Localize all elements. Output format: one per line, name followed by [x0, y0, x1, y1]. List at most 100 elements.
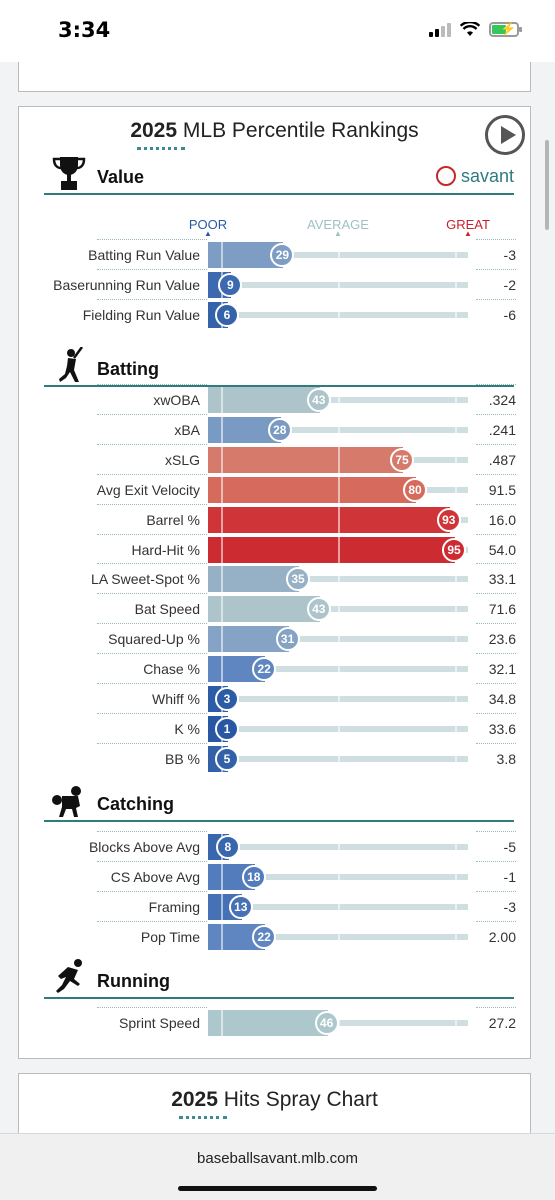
metric-row[interactable]: CS Above Avg 18 -1	[19, 860, 532, 890]
scale-gridline	[455, 863, 457, 890]
battery-charging-icon: ⚡	[489, 21, 522, 37]
metric-row[interactable]: Whiff % 3 34.8	[19, 683, 532, 712]
section-header-batting: Batting	[44, 346, 514, 387]
metric-row[interactable]: xwOBA 43 .324	[19, 384, 532, 413]
scale-arrow-great-icon: ▲	[464, 229, 472, 238]
scale-gridline	[221, 1010, 223, 1036]
percentile-badge: 95	[442, 537, 466, 562]
metric-row[interactable]: Barrel % 93 16.0	[19, 503, 532, 533]
savant-logo-text: savant	[460, 166, 514, 186]
scale-gridline	[455, 626, 457, 653]
percentile-bar	[208, 1010, 328, 1036]
metric-row[interactable]: xBA 28 .241	[19, 413, 532, 443]
metric-value: 32.1	[488, 661, 516, 678]
metric-row[interactable]: Pop Time 22 2.00	[19, 920, 532, 950]
metric-label: xwOBA	[153, 392, 200, 408]
row-divider	[97, 890, 207, 892]
batter-icon	[52, 346, 86, 383]
metric-label: Bat Speed	[134, 601, 200, 618]
metric-row[interactable]: Chase % 22 32.1	[19, 653, 532, 683]
row-divider	[97, 1007, 207, 1008]
title-underline	[137, 147, 185, 150]
metric-row[interactable]: K % 1 33.6	[19, 712, 532, 742]
scale-label-average: AVERAGE	[307, 217, 369, 232]
metric-label: Baserunning Run Value	[53, 276, 200, 293]
row-divider	[97, 503, 207, 505]
metric-value: 3.8	[496, 750, 516, 767]
scale-gridline	[221, 893, 223, 920]
value-divider	[476, 384, 516, 385]
metric-value: 2.00	[488, 928, 516, 945]
value-divider	[476, 860, 516, 862]
metric-row[interactable]: Avg Exit Velocity 80 91.5	[19, 473, 532, 503]
row-divider	[97, 683, 207, 684]
metric-value: 33.1	[488, 571, 516, 588]
metric-row[interactable]: BB % 5 3.8	[19, 742, 532, 772]
percentile-badge: 80	[403, 477, 427, 502]
percentile-badge: 6	[215, 302, 239, 327]
metric-row[interactable]: xSLG 75 .487	[19, 443, 532, 473]
metric-label: Chase %	[143, 661, 200, 678]
metric-row[interactable]: Squared-Up % 31 23.6	[19, 623, 532, 653]
metric-row[interactable]: Baserunning Run Value 9 -2	[19, 268, 532, 298]
metric-row[interactable]: Sprint Speed 46 27.2	[19, 1007, 532, 1036]
metric-value: 27.2	[488, 1015, 516, 1031]
scale-gridline	[338, 596, 340, 623]
metric-row[interactable]: Framing 13 -3	[19, 890, 532, 920]
scale-arrow-poor-icon: ▲	[204, 229, 212, 238]
metric-row[interactable]: Hard-Hit % 95 54.0	[19, 533, 532, 563]
metric-label: Framing	[148, 898, 200, 915]
metric-value: -6	[503, 306, 516, 323]
metric-label: Barrel %	[146, 511, 200, 528]
metric-value: -3	[503, 898, 516, 915]
percentile-badge: 31	[275, 627, 300, 652]
scale-gridline	[338, 271, 340, 298]
row-divider	[97, 239, 207, 240]
value-divider	[476, 533, 516, 535]
status-icons: ⚡	[429, 21, 522, 37]
scale-gridline	[455, 745, 457, 772]
percentile-bar	[208, 566, 299, 593]
play-button[interactable]	[485, 115, 525, 155]
scale-gridline	[338, 745, 340, 772]
metric-row[interactable]: Bat Speed 43 71.6	[19, 593, 532, 623]
percentile-badge: 22	[252, 924, 277, 949]
percentile-badge: 93	[436, 507, 461, 532]
row-divider	[97, 920, 207, 922]
row-divider	[97, 623, 207, 625]
percentile-bar	[208, 387, 320, 413]
trophy-icon	[52, 155, 86, 191]
metric-value: 54.0	[488, 541, 516, 558]
metric-row[interactable]: Blocks Above Avg 8 -5	[19, 831, 532, 860]
scale-gridline	[455, 686, 457, 712]
metric-label: Fielding Run Value	[82, 306, 200, 323]
metric-value: .324	[488, 392, 516, 408]
row-divider	[97, 298, 207, 300]
scale-gridline	[455, 923, 457, 950]
percentile-bar	[208, 476, 416, 503]
scale-gridline	[455, 566, 457, 593]
metric-value: .241	[488, 421, 516, 438]
browser-url-bar[interactable]: baseballsavant.mlb.com	[0, 1133, 555, 1200]
metric-row[interactable]: Batting Run Value 29 -3	[19, 239, 532, 268]
savant-logo[interactable]: savant	[435, 166, 514, 187]
value-divider	[476, 239, 516, 240]
scale-gridline	[221, 506, 223, 533]
url-text[interactable]: baseballsavant.mlb.com	[197, 1150, 358, 1167]
scrollbar[interactable]	[545, 140, 549, 230]
percentile-bar	[208, 536, 455, 563]
scale-gridline	[455, 893, 457, 920]
home-indicator[interactable]	[178, 1186, 377, 1191]
section-header-value: Value savant	[44, 155, 514, 195]
metric-row[interactable]: Fielding Run Value 6 -6	[19, 298, 532, 328]
value-divider	[476, 413, 516, 415]
row-divider	[97, 653, 207, 655]
metric-row[interactable]: LA Sweet-Spot % 35 33.1	[19, 563, 532, 593]
row-divider	[97, 742, 207, 744]
metric-value: -1	[503, 868, 516, 885]
metric-label: Blocks Above Avg	[88, 839, 200, 855]
metric-label: LA Sweet-Spot %	[91, 571, 200, 588]
metric-value: -3	[503, 247, 516, 263]
scale-gridline	[455, 596, 457, 623]
percentile-badge: 28	[267, 417, 292, 442]
